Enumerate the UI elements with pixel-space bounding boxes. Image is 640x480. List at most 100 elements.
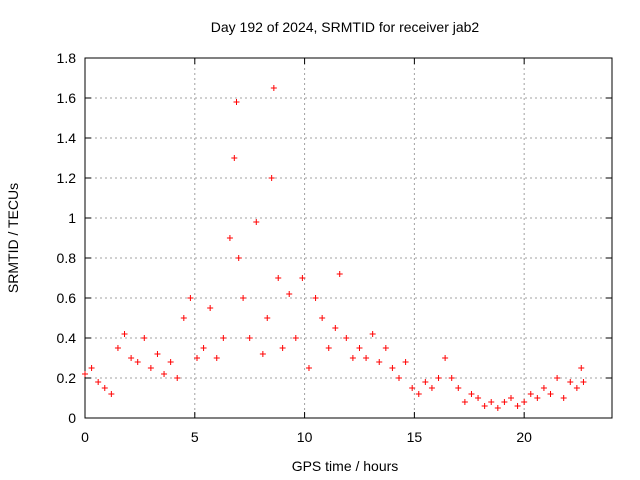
data-point — [154, 351, 161, 357]
data-point — [292, 335, 299, 341]
data-point — [226, 235, 233, 241]
data-point — [540, 385, 547, 391]
data-point — [415, 391, 422, 397]
x-tick-label: 0 — [81, 429, 89, 445]
data-point — [560, 395, 567, 401]
x-axis-label: GPS time / hours — [292, 458, 399, 474]
data-point — [389, 365, 396, 371]
data-point — [336, 271, 343, 277]
x-tick-label: 5 — [191, 429, 199, 445]
data-point — [275, 275, 282, 281]
data-point — [409, 385, 416, 391]
data-point — [343, 335, 350, 341]
x-tick-label: 20 — [516, 429, 532, 445]
data-point — [396, 375, 403, 381]
data-point — [200, 345, 207, 351]
data-point — [220, 335, 227, 341]
data-point — [88, 365, 95, 371]
data-point — [174, 375, 181, 381]
x-tick-label: 10 — [297, 429, 313, 445]
data-point — [547, 391, 554, 397]
data-point — [356, 345, 363, 351]
data-point — [475, 395, 482, 401]
data-point — [101, 385, 108, 391]
y-tick-label: 1 — [68, 210, 76, 226]
data-point — [319, 315, 326, 321]
data-point — [349, 355, 356, 361]
data-point — [428, 385, 435, 391]
data-point — [442, 355, 449, 361]
data-point — [279, 345, 286, 351]
data-point — [299, 275, 306, 281]
data-point — [455, 385, 462, 391]
data-point — [233, 99, 240, 105]
data-point — [312, 295, 319, 301]
data-point — [578, 365, 585, 371]
data-point — [161, 371, 168, 377]
data-point — [422, 379, 429, 385]
data-point — [580, 379, 587, 385]
y-tick-label: 1.8 — [57, 50, 77, 66]
data-point — [363, 355, 370, 361]
data-point — [147, 365, 154, 371]
axis-ticks: 0 0.2 0.4 0.6 0.8 1 1.2 1.4 1.6 1.8 0 5 10 15 20 — [57, 50, 612, 445]
data-series — [82, 85, 587, 411]
data-point — [514, 403, 521, 409]
data-point — [501, 399, 508, 405]
data-point — [141, 335, 148, 341]
data-point — [95, 379, 102, 385]
y-tick-label: 0.8 — [57, 250, 77, 266]
y-tick-label: 1.2 — [57, 170, 77, 186]
data-point — [193, 355, 200, 361]
data-point — [376, 359, 383, 365]
y-tick-label: 0.4 — [57, 330, 77, 346]
data-point — [121, 331, 128, 337]
data-point — [134, 359, 141, 365]
data-point — [521, 399, 528, 405]
data-point — [246, 335, 253, 341]
y-axis-label: SRMTID / TECUs — [5, 183, 21, 293]
data-point — [253, 219, 260, 225]
data-point — [264, 315, 271, 321]
data-point — [507, 395, 514, 401]
y-tick-label: 0.2 — [57, 370, 77, 386]
data-point — [231, 155, 238, 161]
data-point — [305, 365, 312, 371]
data-point — [270, 85, 277, 91]
y-tick-label: 1.6 — [57, 90, 77, 106]
data-point — [573, 385, 580, 391]
data-point — [468, 391, 475, 397]
data-point — [382, 345, 389, 351]
y-tick-label: 0 — [68, 410, 76, 426]
y-tick-label: 1.4 — [57, 130, 77, 146]
data-point — [108, 391, 115, 397]
data-point — [286, 291, 293, 297]
data-point — [325, 345, 332, 351]
data-point — [461, 399, 468, 405]
data-point — [114, 345, 121, 351]
data-point — [167, 359, 174, 365]
data-point — [402, 359, 409, 365]
data-point — [332, 325, 339, 331]
chart-title: Day 192 of 2024, SRMTID for receiver jab… — [211, 19, 480, 35]
grid — [85, 58, 612, 418]
data-point — [235, 255, 242, 261]
data-point — [128, 355, 135, 361]
data-point — [180, 315, 187, 321]
data-point — [187, 295, 194, 301]
data-point — [369, 331, 376, 337]
data-point — [481, 403, 488, 409]
data-point — [567, 379, 574, 385]
data-point — [268, 175, 275, 181]
data-point — [240, 295, 247, 301]
plot-frame — [84, 57, 613, 419]
data-point — [554, 375, 561, 381]
data-point — [213, 355, 220, 361]
data-point — [435, 375, 442, 381]
data-point — [259, 351, 266, 357]
data-point — [534, 395, 541, 401]
data-point — [488, 399, 495, 405]
data-point — [527, 391, 534, 397]
data-point — [448, 375, 455, 381]
